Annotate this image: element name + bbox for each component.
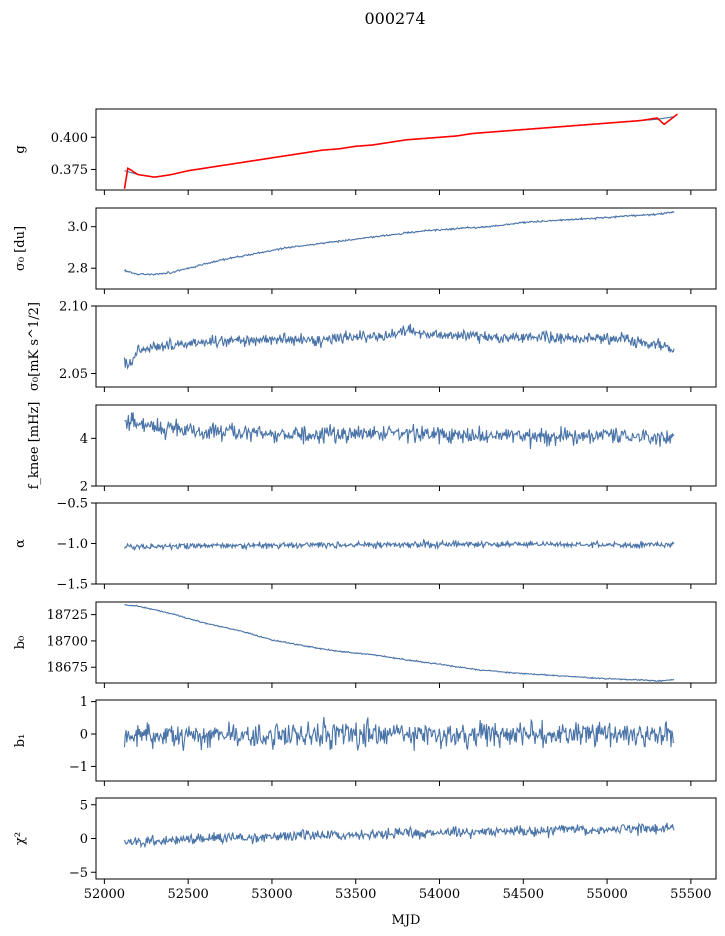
series-line-8-1 xyxy=(123,822,675,849)
y-axis-label: σ₀ [du] xyxy=(13,226,28,271)
y-tick-label: 18675 xyxy=(47,661,88,676)
series-line-6-1 xyxy=(124,603,675,683)
series-line-5-1 xyxy=(124,538,675,552)
y-tick-label: 4 xyxy=(80,432,88,447)
series-line-1-2 xyxy=(123,113,679,189)
y-tick-label: 1 xyxy=(80,695,88,710)
series-line-2-1 xyxy=(124,211,675,276)
panel-frame xyxy=(95,601,717,684)
y-tick-label: −1 xyxy=(69,760,88,775)
x-tick-label: 52500 xyxy=(167,887,208,902)
y-axis-label: b₁ xyxy=(13,734,28,748)
x-tick-label: 52000 xyxy=(84,887,125,902)
y-tick-label: 0.375 xyxy=(51,163,88,178)
series-line-4-1 xyxy=(124,412,675,450)
x-tick-label: 54500 xyxy=(503,887,544,902)
figure-title: 000274 xyxy=(364,9,425,28)
y-tick-label: 0 xyxy=(80,728,88,743)
y-tick-label: 0.400 xyxy=(51,131,88,146)
y-axis-label: f_knee [mHz] xyxy=(27,402,42,490)
x-tick-label: 54000 xyxy=(419,887,460,902)
panel-1: 0.375 0.400 g xyxy=(13,108,717,195)
y-tick-label: −1.5 xyxy=(56,578,88,593)
panel-frame xyxy=(95,797,717,880)
y-tick-label: 2.10 xyxy=(59,300,88,315)
y-axis-label: g xyxy=(13,145,28,153)
y-axis-label: α xyxy=(13,539,28,548)
panel-6: 18675 18700 18725 b₀ xyxy=(13,601,717,688)
panel-5: −1.5 −1.0 −0.5 α xyxy=(13,497,717,593)
panel-3: 2.05 2.10 σ₀[mK s^1/2] xyxy=(27,300,717,392)
series-line-7-1 xyxy=(123,716,675,751)
panel-frame xyxy=(95,207,717,290)
y-tick-label: 2 xyxy=(80,480,88,495)
y-tick-label: 2.05 xyxy=(59,367,88,382)
y-tick-label: 18725 xyxy=(47,608,88,623)
y-tick-label: 0 xyxy=(80,832,88,847)
x-axis-label: MJD xyxy=(392,913,421,928)
y-tick-label: 18700 xyxy=(47,634,88,649)
y-tick-label: 2.8 xyxy=(67,262,88,277)
y-axis-label: b₀ xyxy=(13,636,28,650)
panel-frame xyxy=(95,305,717,388)
panel-frame xyxy=(95,404,717,487)
y-tick-label: 3.0 xyxy=(67,220,88,235)
panel-8: −5 0 5 52000 52500 53000 53500 54000 54500 55000 5… xyxy=(13,797,717,928)
x-tick-label: 55000 xyxy=(586,887,627,902)
panel-frame xyxy=(95,108,717,191)
panel-frame xyxy=(95,502,717,585)
y-axis-label: σ₀[mK s^1/2] xyxy=(27,302,42,391)
y-tick-label: 5 xyxy=(80,798,88,813)
x-tick-label: 53500 xyxy=(335,887,376,902)
y-tick-label: −1.0 xyxy=(56,537,88,552)
x-tick-label: 53000 xyxy=(251,887,292,902)
panel-7: −1 0 1 b₁ xyxy=(13,695,717,786)
panel-frame xyxy=(95,699,717,782)
x-tick-label: 55500 xyxy=(670,887,711,902)
series-line-3-1 xyxy=(123,323,675,371)
y-axis-label: χ² xyxy=(13,832,28,845)
panel-4: 2 4 f_knee [mHz] xyxy=(27,402,717,495)
panel-2: 2.8 3.0 σ₀ [du] xyxy=(13,207,717,294)
y-tick-label: −0.5 xyxy=(56,497,88,512)
y-tick-label: −5 xyxy=(69,866,88,881)
